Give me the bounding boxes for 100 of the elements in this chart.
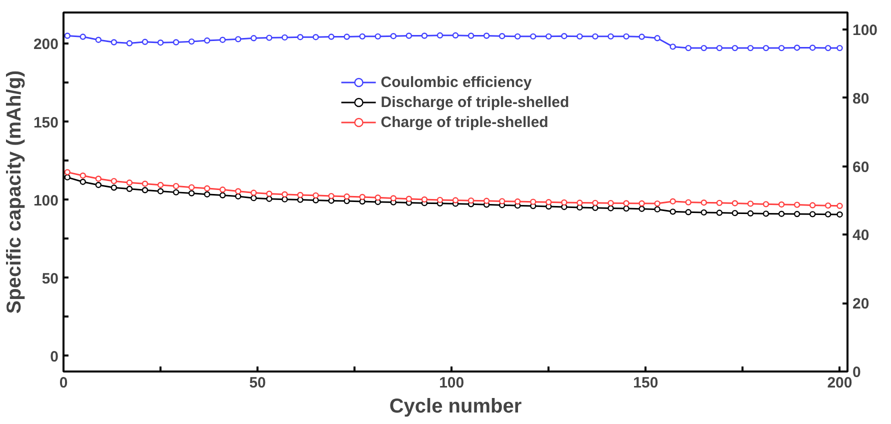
point bbox=[654, 206, 660, 212]
point bbox=[592, 204, 598, 212]
point bbox=[762, 210, 770, 217]
point bbox=[608, 200, 614, 206]
legend-label: Charge of triple-shelled bbox=[380, 114, 548, 130]
point bbox=[836, 44, 843, 52]
point bbox=[188, 190, 195, 196]
point bbox=[436, 196, 444, 204]
point bbox=[374, 194, 381, 201]
point bbox=[747, 44, 754, 52]
point bbox=[638, 34, 645, 40]
y-tick-label: 50 bbox=[42, 270, 59, 288]
x-tick-label: 50 bbox=[249, 374, 266, 392]
point bbox=[716, 210, 723, 216]
point bbox=[142, 187, 148, 194]
point bbox=[483, 198, 490, 204]
point bbox=[142, 180, 148, 187]
point bbox=[235, 193, 242, 200]
point bbox=[623, 205, 630, 212]
point bbox=[282, 191, 288, 198]
point bbox=[64, 174, 70, 180]
point bbox=[390, 32, 396, 40]
point bbox=[220, 192, 226, 198]
point bbox=[576, 33, 583, 40]
point bbox=[778, 201, 785, 208]
point bbox=[778, 210, 785, 217]
point bbox=[95, 36, 102, 43]
point bbox=[220, 36, 226, 43]
y2-tick-label: 100 bbox=[852, 22, 878, 40]
point bbox=[344, 193, 350, 200]
point bbox=[328, 34, 334, 40]
point bbox=[530, 33, 536, 40]
point bbox=[546, 33, 552, 40]
point bbox=[654, 35, 660, 42]
point bbox=[250, 190, 257, 196]
point bbox=[732, 200, 738, 206]
point bbox=[204, 37, 210, 44]
point bbox=[95, 182, 102, 188]
point bbox=[297, 196, 304, 203]
point bbox=[685, 44, 692, 52]
point bbox=[452, 32, 459, 39]
point bbox=[824, 211, 832, 218]
y2-tick-label: 20 bbox=[852, 296, 870, 313]
point bbox=[157, 182, 164, 188]
point bbox=[266, 196, 272, 202]
point bbox=[266, 190, 272, 197]
point bbox=[64, 32, 70, 39]
point bbox=[312, 192, 319, 199]
point bbox=[670, 44, 676, 50]
point bbox=[172, 189, 180, 196]
point bbox=[406, 196, 412, 202]
point bbox=[235, 188, 242, 194]
point bbox=[80, 178, 86, 185]
point bbox=[235, 36, 242, 42]
x-tick-label: 200 bbox=[827, 374, 852, 392]
point bbox=[498, 198, 506, 204]
point bbox=[638, 206, 645, 212]
point bbox=[282, 196, 288, 202]
y-axis-title: Specific capacity (mAh/g) bbox=[3, 70, 26, 314]
point bbox=[592, 33, 598, 40]
point bbox=[188, 184, 195, 190]
point bbox=[282, 34, 288, 41]
legend-label: Discharge of triple-shelled bbox=[380, 94, 570, 110]
point bbox=[204, 185, 210, 192]
x-axis-title: Cycle number bbox=[389, 396, 522, 418]
point bbox=[421, 32, 428, 39]
point bbox=[700, 44, 707, 52]
point bbox=[836, 211, 843, 218]
point bbox=[685, 209, 692, 216]
point bbox=[359, 33, 366, 40]
point bbox=[452, 197, 459, 204]
point bbox=[623, 200, 630, 206]
point bbox=[716, 44, 723, 52]
point bbox=[608, 205, 614, 212]
point bbox=[436, 32, 444, 39]
point bbox=[80, 34, 86, 40]
point bbox=[732, 44, 738, 52]
point bbox=[312, 197, 319, 204]
point bbox=[561, 32, 568, 40]
point bbox=[824, 202, 832, 209]
point bbox=[95, 176, 102, 182]
point bbox=[794, 210, 800, 218]
point bbox=[266, 34, 272, 41]
point bbox=[172, 39, 180, 46]
point bbox=[126, 186, 133, 192]
point bbox=[250, 194, 257, 202]
point bbox=[809, 44, 816, 51]
point bbox=[638, 200, 645, 206]
y-tick-label: 100 bbox=[33, 192, 59, 210]
y-tick-label: 0 bbox=[50, 348, 58, 366]
point bbox=[126, 40, 133, 46]
point bbox=[747, 200, 754, 207]
point bbox=[157, 39, 164, 46]
point bbox=[359, 194, 366, 200]
point bbox=[576, 200, 583, 206]
point bbox=[716, 200, 723, 206]
point bbox=[623, 33, 630, 40]
point bbox=[142, 38, 148, 45]
point bbox=[592, 200, 598, 206]
point bbox=[220, 186, 226, 193]
